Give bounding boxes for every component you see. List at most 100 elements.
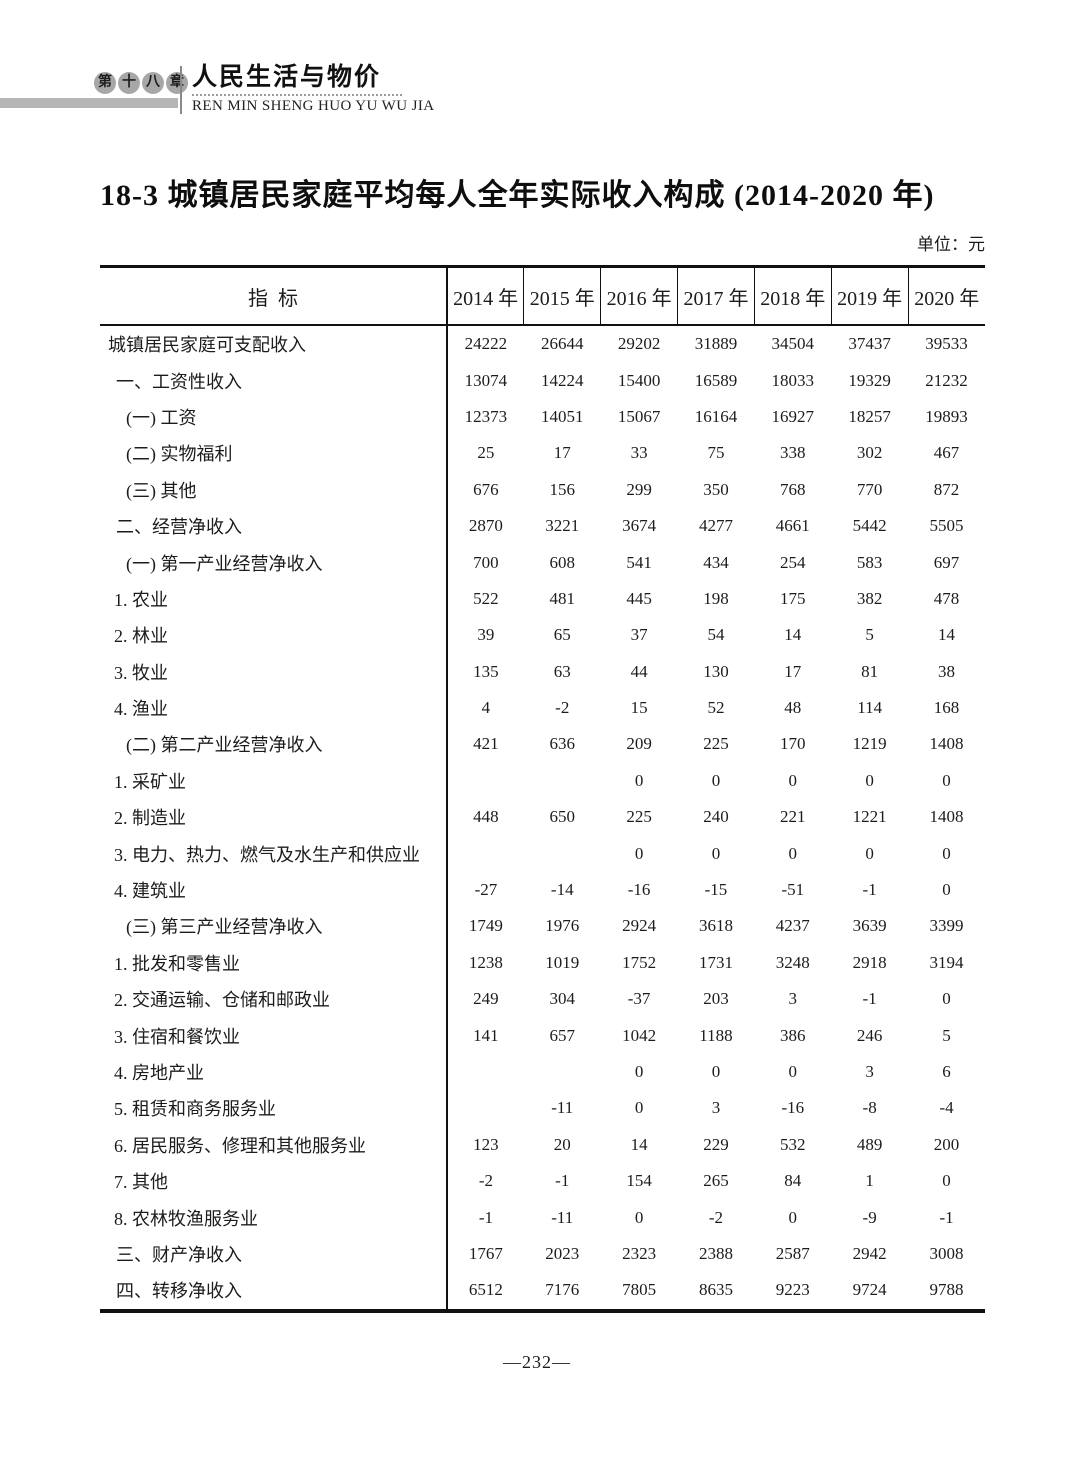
cell-value: 135 (446, 653, 524, 690)
table-row: (一) 第一产业经营净收入 700 608 541 434 254 583 697 (100, 544, 985, 581)
cell-value: 608 (549, 552, 576, 572)
cell-value: 1976 (545, 916, 580, 936)
chapter-header: 第十八章 人民生活与物价 REN MIN SHENG HUO YU WU JIA (0, 62, 700, 132)
chapter-badge-char: 第 (94, 72, 116, 94)
cell-value: 382 (856, 588, 883, 608)
cell-value: 221 (780, 807, 806, 827)
cell-value: -51 (781, 880, 805, 900)
cell-value: 299 (626, 479, 652, 499)
cell-value: -9 (862, 1207, 877, 1227)
cell-value: 0 (865, 770, 874, 790)
cell-value: 37 (630, 625, 648, 645)
cell-value: 1 (865, 1171, 874, 1191)
cell-value: 4 (446, 689, 524, 727)
cell-value (446, 762, 524, 800)
cell-value: 54 (707, 625, 725, 645)
cell-value: 16589 (694, 370, 738, 390)
cell-value (446, 1053, 524, 1091)
cell-value: -8 (862, 1098, 877, 1118)
cell-value: 5 (865, 625, 874, 645)
cell-value: 81 (861, 661, 879, 681)
cell-value: 34504 (771, 334, 815, 354)
table-row: (三) 其他 676 156 299 350 768 770 872 (100, 471, 985, 508)
cell-value: 1221 (852, 807, 887, 827)
year-header-cell: 2015 年 (523, 266, 601, 326)
row-label: 3. 电力、热力、燃气及水生产和供应业 (114, 844, 420, 865)
cell-value: 15067 (617, 406, 661, 426)
cell-value: 1752 (622, 952, 657, 972)
cell-value: -37 (627, 989, 651, 1009)
cell-value: 38 (938, 661, 956, 681)
cell-value: 29202 (617, 334, 661, 354)
cell-value: 19329 (848, 370, 891, 390)
cell-value: 522 (446, 580, 524, 618)
cell-value (524, 835, 601, 871)
cell-value: 3639 (852, 916, 887, 936)
cell-value: 1731 (698, 952, 733, 972)
cell-value: -11 (551, 1098, 574, 1118)
table-row: 3. 住宿和餐饮业 141 657 1042 1188 386 246 5 (100, 1017, 985, 1054)
cell-value: 198 (703, 588, 729, 608)
cell-value: 25 (446, 435, 524, 472)
row-label: 5. 租赁和商务服务业 (114, 1099, 276, 1120)
row-label: 2. 制造业 (114, 808, 186, 829)
cell-value: 21232 (925, 370, 968, 390)
cell-value: 20 (553, 1134, 571, 1154)
row-label: 城镇居民家庭可支配收入 (108, 335, 306, 356)
row-label: 3. 住宿和餐饮业 (114, 1026, 240, 1047)
cell-value: -11 (551, 1207, 574, 1227)
cell-value: 12373 (446, 398, 524, 436)
table-body: 城镇居民家庭可支配收入 24222 26644 29202 31889 34504 3743… (100, 325, 985, 1311)
row-label: 2. 林业 (114, 626, 168, 647)
cell-value: 7805 (622, 1280, 657, 1300)
cell-value: 141 (446, 1017, 524, 1054)
cell-value: 650 (549, 807, 576, 827)
table-row: 4. 房地产业 0 0 0 3 6 (100, 1053, 985, 1091)
cell-value: 489 (856, 1134, 883, 1154)
row-label: (二) 第二产业经营净收入 (126, 735, 323, 756)
year-header-cell: 2018 年 (753, 266, 832, 326)
cell-value: 1767 (446, 1235, 524, 1273)
cell-value: 1238 (446, 944, 524, 982)
cell-value: 6 (942, 1062, 951, 1081)
row-label: 四、转移净收入 (116, 1281, 242, 1302)
table-row: 2. 林业 39 65 37 54 14 5 14 (100, 617, 985, 654)
cell-value: 52 (707, 698, 725, 718)
cell-value: 2924 (622, 916, 657, 936)
row-label: 4. 渔业 (114, 699, 168, 720)
table-row: (三) 第三产业经营净收入 1749 1976 2924 3618 4237 3639 339… (100, 908, 985, 945)
row-label: 3. 牧业 (114, 662, 168, 683)
cell-value: 872 (933, 479, 960, 499)
chapter-badge: 第十八章 (94, 72, 188, 94)
row-label: (一) 工资 (126, 407, 197, 428)
cell-value: 63 (553, 661, 571, 681)
table-row: 三、财产净收入 1767 2023 2323 2388 2587 2942 3008 (100, 1235, 985, 1273)
row-label: (二) 实物福利 (126, 444, 233, 465)
cell-value (446, 835, 524, 872)
cell-value: 8635 (698, 1280, 733, 1300)
cell-value: 249 (446, 981, 524, 1018)
cell-value: 18257 (848, 406, 891, 426)
page-number: —232— (503, 1352, 571, 1372)
cell-value: 541 (626, 552, 652, 572)
cell-value: 6512 (446, 1272, 524, 1311)
cell-value: 17 (553, 443, 571, 463)
year-header-cell: 2016 年 (600, 266, 678, 326)
cell-value: 18033 (771, 370, 815, 390)
cell-value: 7176 (545, 1280, 580, 1300)
cell-value: 37437 (848, 334, 891, 354)
row-label: 2. 交通运输、仓储和邮政业 (114, 990, 330, 1011)
cell-value: 338 (780, 443, 806, 463)
cell-value: 31889 (694, 334, 738, 354)
cell-value: -2 (446, 1162, 524, 1200)
chapter-titles: 人民生活与物价 REN MIN SHENG HUO YU WU JIA (192, 64, 452, 115)
cell-value: -16 (781, 1098, 805, 1118)
cell-value: -4 (939, 1098, 954, 1118)
cell-value: 2870 (446, 507, 524, 545)
cell-value: -1 (446, 1199, 524, 1236)
cell-value: 448 (446, 799, 524, 836)
chapter-title-pinyin: REN MIN SHENG HUO YU WU JIA (192, 97, 435, 114)
cell-value: 386 (780, 1025, 806, 1045)
table-header: 指 标 2014 年 2015 年 2016 年 2017 年 2018 年 2019 年… (100, 266, 985, 326)
